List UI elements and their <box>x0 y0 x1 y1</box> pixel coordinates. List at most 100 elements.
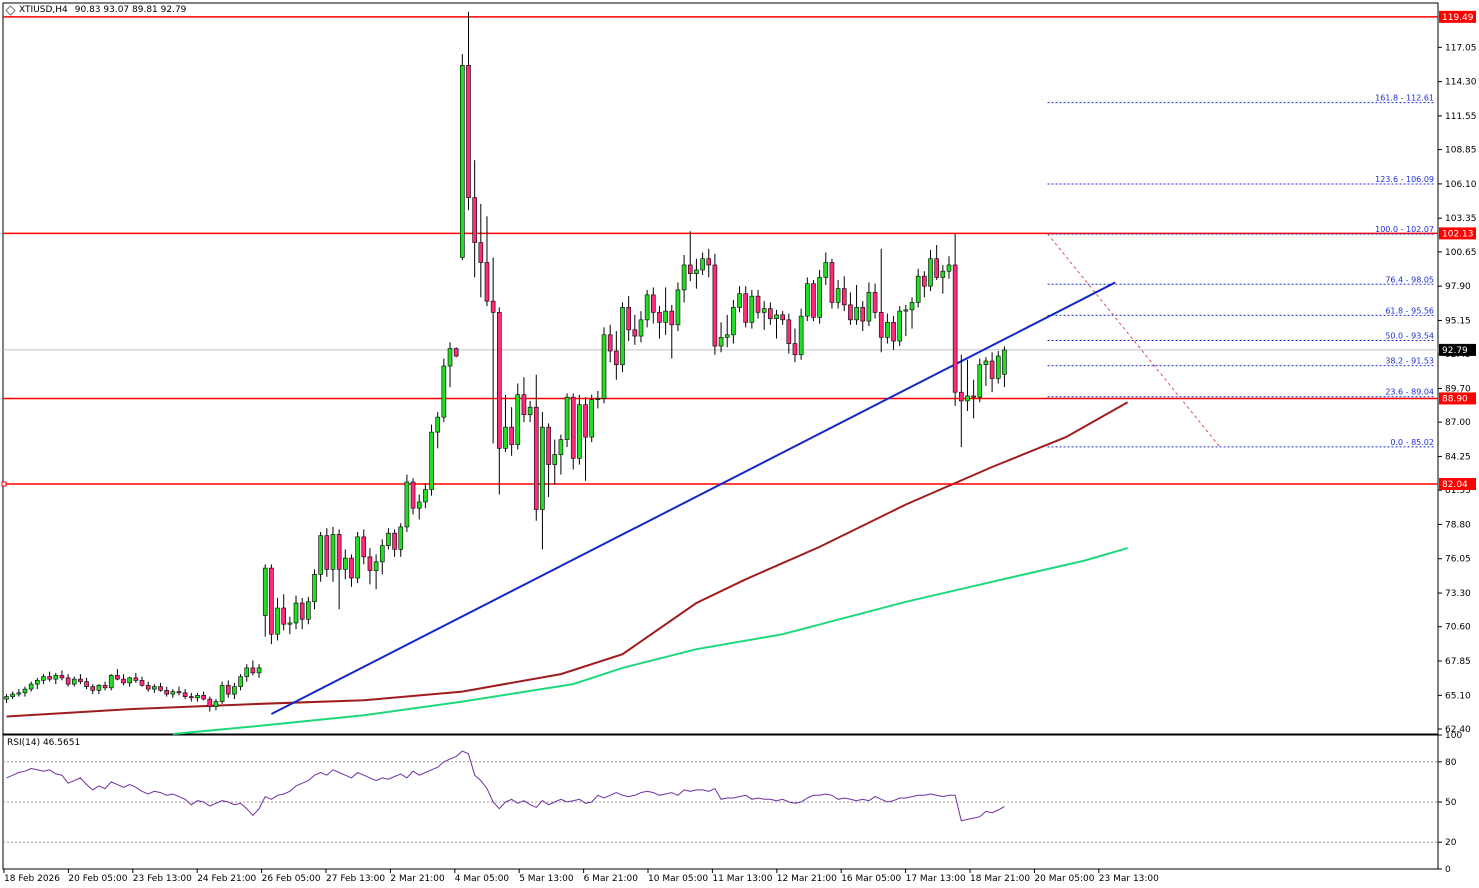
fib-level-label: 161.8 - 112.61 <box>1375 94 1434 103</box>
candle-body <box>977 364 983 398</box>
candle-body <box>225 685 231 695</box>
price-tag-label: 88.90 <box>1442 394 1468 404</box>
y-tick-label: 65.10 <box>1445 691 1471 701</box>
candle-body <box>244 667 250 677</box>
candle-body <box>139 680 145 686</box>
candle-body <box>373 561 379 571</box>
candle-body <box>484 262 490 302</box>
y-tick-label: 70.60 <box>1445 623 1471 633</box>
candle-body <box>681 264 687 291</box>
candle-body <box>675 289 681 326</box>
fib-level-label: 0.0 - 85.02 <box>1390 438 1434 447</box>
ohlc-values: 90.83 93.07 89.81 92.79 <box>74 5 187 15</box>
level-handle[interactable] <box>1 481 7 487</box>
y-tick-label: 95.15 <box>1445 316 1471 326</box>
x-tick-label: 6 Mar 21:00 <box>584 874 639 884</box>
candle-body <box>546 426 551 465</box>
trendline[interactable] <box>270 281 1116 715</box>
candle-body <box>835 288 841 303</box>
candle-body <box>632 329 638 337</box>
x-tick-label: 11 Mar 13:00 <box>712 874 772 884</box>
candle-body <box>989 360 995 379</box>
fib-level-label: 50.0 - 93.54 <box>1385 332 1434 341</box>
candle-body <box>669 310 675 326</box>
x-tick-label: 23 Feb 13:00 <box>133 874 192 884</box>
candle-body <box>983 360 989 366</box>
candle-body <box>558 439 564 455</box>
candle-body <box>207 698 213 707</box>
candle-body <box>798 315 804 356</box>
candle-body <box>127 677 132 684</box>
candle-body <box>90 686 96 691</box>
price-tag <box>1439 227 1476 240</box>
candle-body <box>108 675 114 689</box>
y-tick-label: 81.55 <box>1445 486 1471 496</box>
x-tick-label: 4 Mar 05:00 <box>455 874 510 884</box>
candle-body <box>724 334 730 338</box>
candle-body <box>287 622 293 625</box>
rsi-tick-label: 50 <box>1445 798 1457 808</box>
y-tick-label: 103.35 <box>1445 214 1477 224</box>
candle-body <box>533 406 539 510</box>
y-tick-label: 62.40 <box>1445 725 1471 735</box>
candle-body <box>158 686 163 691</box>
candle-body <box>28 683 34 690</box>
candle-body <box>552 454 558 465</box>
candle-body <box>152 686 157 690</box>
candle-body <box>10 693 15 697</box>
candle-body <box>435 416 441 433</box>
y-tick-label: 114.30 <box>1445 78 1477 88</box>
fib-level-label: 38.2 - 91.53 <box>1385 357 1434 366</box>
x-tick-label: 27 Feb 13:00 <box>326 874 385 884</box>
candle-body <box>71 678 77 685</box>
candle-body <box>22 688 28 694</box>
candle-body <box>238 676 243 687</box>
candle-body <box>453 348 459 357</box>
x-tick-label: 23 Mar 13:00 <box>1099 874 1159 884</box>
candle-body <box>811 283 816 318</box>
x-tick-label: 12 Mar 21:00 <box>777 874 837 884</box>
candle-body <box>922 275 927 287</box>
candle-body <box>663 310 668 323</box>
rsi-tick-label: 80 <box>1445 758 1457 768</box>
candle-body <box>102 685 108 689</box>
candle-body <box>293 602 299 624</box>
candle-body <box>657 312 662 323</box>
candle-body <box>262 567 268 616</box>
fib-level-label: 100.0 - 102.07 <box>1375 225 1434 234</box>
candle-body <box>940 270 946 278</box>
candle-body <box>336 534 342 570</box>
fib-level-label: 61.8 - 95.56 <box>1385 306 1434 315</box>
candle-body <box>891 322 896 342</box>
candle-body <box>570 396 576 459</box>
candle-body <box>201 695 206 700</box>
candle-body <box>694 269 699 274</box>
y-tick-label: 73.30 <box>1445 589 1471 599</box>
candle-body <box>638 319 644 337</box>
candle-body <box>743 293 749 323</box>
candle-body <box>176 691 182 694</box>
candle-body <box>145 685 151 690</box>
candle-body <box>749 295 755 323</box>
candle-body <box>170 691 176 695</box>
candle-body <box>718 337 724 347</box>
candle-body <box>392 532 397 550</box>
candle-body <box>164 690 169 695</box>
candle-body <box>860 307 866 322</box>
candle-body <box>410 481 416 509</box>
candle-body <box>4 696 9 700</box>
price-tag <box>1439 392 1476 405</box>
candle-body <box>872 292 878 313</box>
candle-body <box>509 426 514 445</box>
rsi-label: RSI(14) 46.5651 <box>7 738 80 748</box>
y-tick-label: 108.85 <box>1445 146 1477 156</box>
price-tag-label: 119.49 <box>1442 13 1474 23</box>
y-tick-label: 78.80 <box>1445 520 1471 530</box>
candle-body <box>386 532 391 546</box>
candle-body <box>706 258 712 266</box>
candle-body <box>250 667 256 674</box>
candle-body <box>429 431 434 490</box>
y-tick-label: 100.65 <box>1445 248 1477 258</box>
fib-diagonal-line <box>1047 233 1221 448</box>
